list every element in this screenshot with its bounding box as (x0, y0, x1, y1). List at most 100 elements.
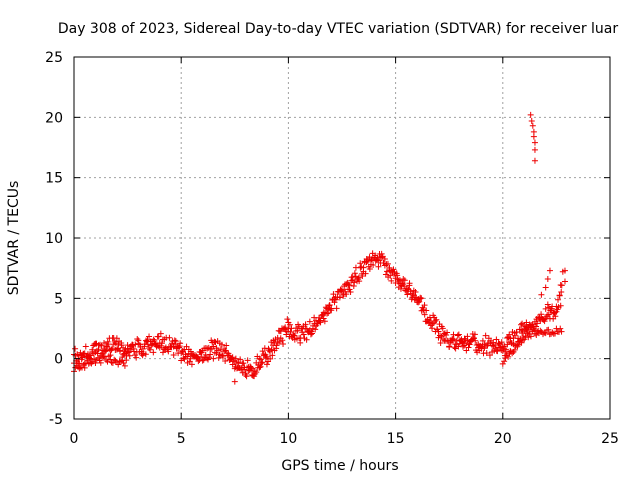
ticks-layer: 0 5 10 15 20 25 -5 0 5 10 15 20 25 (45, 50, 619, 447)
data-point (92, 359, 99, 366)
data-point (276, 338, 283, 345)
data-point (345, 286, 352, 293)
data-point (291, 332, 298, 339)
marks-layer (71, 111, 568, 385)
data-point (265, 345, 272, 352)
data-point (82, 343, 89, 350)
data-point (334, 293, 341, 300)
data-point (89, 358, 96, 365)
data-point (124, 342, 131, 349)
data-point (523, 319, 530, 326)
data-point (394, 272, 401, 279)
data-point (150, 336, 157, 343)
data-point (368, 257, 375, 264)
data-point (521, 336, 528, 343)
data-point (314, 320, 321, 327)
data-point (306, 318, 313, 325)
data-point (284, 316, 291, 323)
data-point (461, 335, 468, 342)
data-point (113, 346, 120, 353)
data-point (257, 356, 264, 363)
data-point (501, 343, 508, 350)
data-point (502, 355, 509, 362)
data-point (541, 316, 548, 323)
data-point (323, 305, 330, 312)
data-point (355, 274, 362, 281)
data-point (219, 352, 226, 359)
data-point (188, 361, 195, 368)
data-point (538, 291, 545, 298)
data-point (444, 329, 451, 336)
data-point (522, 333, 529, 340)
data-point (447, 339, 454, 346)
data-point (333, 305, 340, 312)
data-point (134, 336, 141, 343)
data-point (263, 353, 270, 360)
data-point (404, 291, 411, 298)
data-point (528, 117, 535, 124)
data-point (369, 250, 376, 257)
data-point (360, 268, 367, 275)
data-point (407, 290, 414, 297)
data-point (184, 353, 191, 360)
data-point (226, 352, 233, 359)
data-point (346, 282, 353, 289)
data-point (155, 333, 162, 340)
data-point (486, 352, 493, 359)
data-point (483, 350, 490, 357)
data-point (312, 317, 319, 324)
data-point (303, 336, 310, 343)
data-point (328, 307, 335, 314)
data-point (172, 341, 179, 348)
data-point (267, 355, 274, 362)
data-point (144, 336, 151, 343)
data-point (509, 350, 516, 357)
data-point (451, 344, 458, 351)
data-point (173, 345, 180, 352)
data-point (391, 271, 398, 278)
data-point (120, 344, 127, 351)
data-point (283, 328, 290, 335)
data-point (375, 257, 382, 264)
data-point (222, 357, 229, 364)
data-point (557, 282, 564, 289)
data-point (297, 335, 304, 342)
data-point (279, 337, 286, 344)
data-point (169, 340, 176, 347)
data-point (340, 291, 347, 298)
data-point (273, 345, 280, 352)
data-point (463, 347, 470, 354)
data-point (343, 281, 350, 288)
y-tick-label: 25 (45, 50, 63, 66)
data-point (357, 264, 364, 271)
data-point (199, 357, 206, 364)
data-point (492, 341, 499, 348)
data-point (146, 333, 153, 340)
data-point (498, 339, 505, 346)
data-point (549, 329, 556, 336)
data-point (198, 353, 205, 360)
data-point (544, 301, 551, 308)
data-point (325, 310, 332, 317)
data-point (72, 345, 79, 352)
data-point (493, 347, 500, 354)
data-point (81, 364, 88, 371)
data-point (150, 349, 157, 356)
data-point (482, 332, 489, 339)
data-point (214, 347, 221, 354)
data-point (430, 319, 437, 326)
data-point (418, 295, 425, 302)
data-point (519, 320, 526, 327)
data-point (512, 332, 519, 339)
data-point (97, 359, 104, 366)
data-point (121, 362, 128, 369)
data-point (397, 285, 404, 292)
data-point (505, 338, 512, 345)
data-point (545, 326, 552, 333)
data-point (84, 357, 91, 364)
x-tick-label: 15 (387, 431, 405, 447)
data-point (531, 157, 538, 164)
data-point (404, 285, 411, 292)
data-point (506, 331, 513, 338)
